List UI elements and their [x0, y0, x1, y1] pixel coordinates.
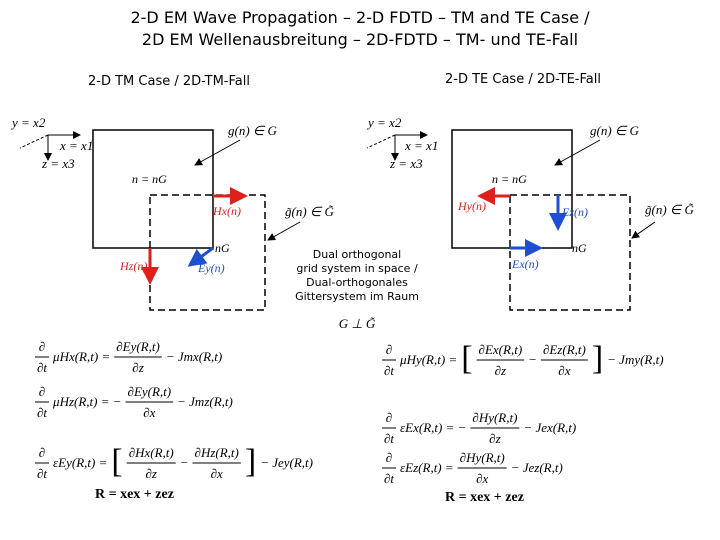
node-label: n = nG	[132, 172, 167, 186]
tm-diagram: y = x2 x = x1 z = x3 g(n) ∈ G g̃(n) ∈ G̃…	[10, 115, 334, 311]
axis-label: y = x2	[366, 115, 402, 130]
equation-term: − Jmy(R,t)	[607, 352, 663, 367]
fraction-denominator: ∂x	[211, 466, 223, 481]
equation-term: εEy(R,t) =	[53, 455, 107, 470]
equation-term: μHy(R,t) =	[399, 352, 457, 367]
fraction-numerator: ∂	[386, 342, 392, 357]
fraction-numerator: ∂Hy(R,t)	[460, 450, 505, 465]
fraction-denominator: ∂t	[37, 360, 47, 375]
fraction-numerator: ∂Ex(R,t)	[479, 342, 523, 357]
grid-label: g̃(n) ∈ G̃	[285, 204, 334, 219]
field-label: Ey(n)	[197, 261, 225, 275]
field-label: Ez(n)	[561, 205, 588, 219]
node-label: nG	[572, 241, 587, 255]
fraction-denominator: ∂x	[558, 363, 570, 378]
bracket: ]	[245, 443, 256, 480]
fraction-numerator: ∂Hx(R,t)	[129, 445, 174, 460]
note-line: Dual orthogonal	[313, 248, 401, 261]
axis-label: x = x1	[59, 138, 93, 153]
fraction-denominator: ∂x	[476, 471, 488, 486]
equation-term: − Jex(R,t)	[523, 420, 576, 435]
relation: G ⊥ G̃	[339, 316, 376, 331]
fraction-numerator: ∂Ey(R,t)	[128, 384, 172, 399]
axis-label: x = x1	[404, 138, 438, 153]
fraction-denominator: ∂x	[143, 405, 155, 420]
fraction-numerator: ∂	[386, 410, 392, 425]
note-line: grid system in space /	[296, 262, 418, 275]
equation-term: μHx(R,t) =	[52, 349, 110, 364]
fraction-numerator: ∂	[39, 445, 45, 460]
fraction-denominator: ∂t	[37, 405, 47, 420]
equation-term: − Jez(R,t)	[511, 460, 563, 475]
fraction-numerator: ∂Ey(R,t)	[116, 339, 160, 354]
heading: 2-D TE Case / 2D-TE-Fall	[445, 72, 601, 87]
position-vector: R = xex + zez	[445, 490, 524, 505]
fraction-denominator: ∂t	[37, 466, 47, 481]
title: 2D EM Wellenausbreitung – 2D-FDTD – TM- …	[142, 30, 578, 49]
fraction-denominator: ∂t	[384, 471, 394, 486]
te-diagram: y = x2 x = x1 z = x3 g(n) ∈ G g̃(n) ∈ G̃…	[366, 115, 694, 311]
fraction-numerator: ∂Hy(R,t)	[472, 410, 517, 425]
field-label: Ex(n)	[511, 257, 539, 271]
fraction-denominator: ∂z	[489, 431, 500, 446]
center-note: Dual orthogonal grid system in space / D…	[295, 248, 419, 331]
fraction-denominator: ∂t	[384, 431, 394, 446]
fraction-numerator: ∂	[386, 450, 392, 465]
bracket: [	[461, 340, 472, 377]
fraction-denominator: ∂z	[495, 363, 506, 378]
field-label: Hz(n)	[119, 259, 147, 273]
fraction-denominator: ∂t	[384, 363, 394, 378]
fraction-denominator: ∂z	[132, 360, 143, 375]
equations: ∂ ∂t μHx(R,t) = ∂Ey(R,t) ∂z − Jmx(R,t) ∂ ∂t μHz(…	[35, 339, 664, 486]
equation-term: − Jmx(R,t)	[166, 349, 222, 364]
equation-term: −	[528, 352, 537, 367]
fraction-numerator: ∂Hz(R,t)	[195, 445, 239, 460]
grid-label: g̃(n) ∈ G̃	[645, 202, 694, 217]
field-label: Hx(n)	[212, 204, 241, 218]
node-label: nG	[215, 241, 230, 255]
heading: 2-D TM Case / 2D-TM-Fall	[88, 74, 250, 89]
field-label: Hy(n)	[457, 199, 486, 213]
fraction-numerator: ∂Ez(R,t)	[543, 342, 586, 357]
grid-label: g(n) ∈ G	[228, 123, 277, 138]
bracket: ]	[592, 340, 603, 377]
bracket: [	[111, 443, 122, 480]
equation-term: μHz(R,t) = −	[52, 394, 121, 409]
fraction-denominator: ∂z	[145, 466, 156, 481]
position-vector: R = xex + zez	[95, 487, 174, 502]
axis-label: z = x3	[41, 156, 75, 171]
title: 2-D EM Wave Propagation – 2-D FDTD – TM …	[130, 8, 590, 27]
equation-term: εEx(R,t) = −	[400, 420, 466, 435]
note-line: Gittersystem im Raum	[295, 290, 419, 303]
node-label: n = nG	[492, 172, 527, 186]
equation-term: − Jmz(R,t)	[177, 394, 233, 409]
equation-term: −	[180, 455, 189, 470]
axis-label: z = x3	[389, 156, 423, 171]
fraction-numerator: ∂	[39, 384, 45, 399]
note-line: Dual-orthogonales	[306, 276, 408, 289]
equation-term: εEz(R,t) =	[400, 460, 454, 475]
fraction-numerator: ∂	[39, 339, 45, 354]
grid-label: g(n) ∈ G	[590, 123, 639, 138]
equation-term: − Jey(R,t)	[260, 455, 313, 470]
axis-label: y = x2	[10, 115, 46, 130]
